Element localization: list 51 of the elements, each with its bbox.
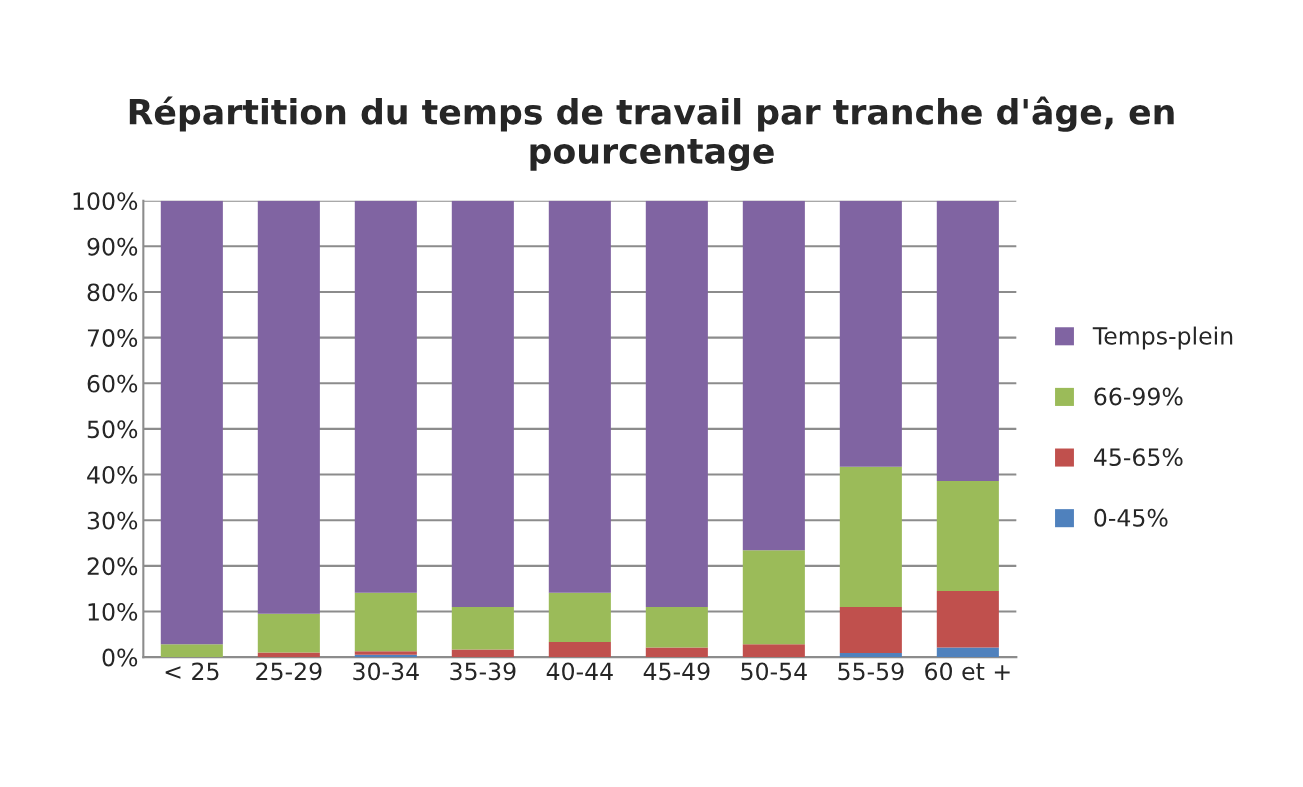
bar	[936, 590, 999, 648]
bar	[548, 592, 611, 643]
bar	[645, 647, 708, 658]
bar	[354, 592, 417, 652]
x-tick-label: 35-39	[450, 662, 516, 681]
bar	[354, 200, 417, 593]
bar	[936, 647, 999, 658]
legend-label: 45-65%	[1093, 448, 1183, 467]
y-tick-label: 40%	[87, 466, 138, 484]
bar	[839, 200, 902, 467]
bar	[839, 466, 902, 607]
y-tick-label: 50%	[87, 420, 138, 439]
bar	[839, 606, 902, 654]
y-tick-label: 30%	[87, 511, 138, 530]
bar	[257, 200, 320, 614]
bar	[160, 644, 223, 658]
bar	[936, 480, 999, 591]
bar	[645, 200, 708, 607]
bar	[548, 200, 611, 593]
x-tick-label: 40-44	[546, 662, 613, 681]
legend-label: 66-99%	[1094, 387, 1183, 406]
bar	[548, 642, 611, 658]
bar	[451, 606, 514, 650]
bar	[742, 200, 805, 551]
x-tick-label: 45-49	[643, 662, 710, 681]
y-tick-label: 80%	[87, 283, 138, 302]
bar	[451, 649, 514, 658]
y-tick-label: 100%	[73, 192, 138, 210]
x-tick-label: 50-54	[741, 662, 807, 681]
y-tick-label: 60%	[87, 374, 138, 393]
y-tick-label: 10%	[88, 602, 138, 621]
bar	[936, 200, 999, 481]
bar	[645, 606, 708, 648]
bar	[839, 653, 902, 658]
x-tick-label: 60 et +	[925, 662, 1010, 681]
x-tick-label: 30-34	[353, 662, 419, 681]
legend-label: Temps-plein	[1092, 326, 1233, 350]
bar	[742, 550, 805, 645]
legend-label: 0-45%	[1094, 508, 1168, 527]
bar	[742, 644, 805, 658]
bar	[160, 200, 223, 645]
x-tick-label: < 25	[165, 662, 219, 681]
bar	[257, 613, 320, 653]
y-tick-label: 70%	[87, 329, 138, 347]
chart-title: Répartition du temps de travail par tranche d'âge, en pourcentage	[129, 96, 1174, 171]
y-tick-label: 90%	[87, 237, 138, 256]
y-tick-label: 0%	[102, 648, 138, 667]
x-tick-label: 55-59	[838, 662, 904, 681]
bar	[451, 200, 514, 607]
y-tick-label: 20%	[87, 557, 138, 576]
x-tick-label: 25-29	[256, 662, 322, 681]
